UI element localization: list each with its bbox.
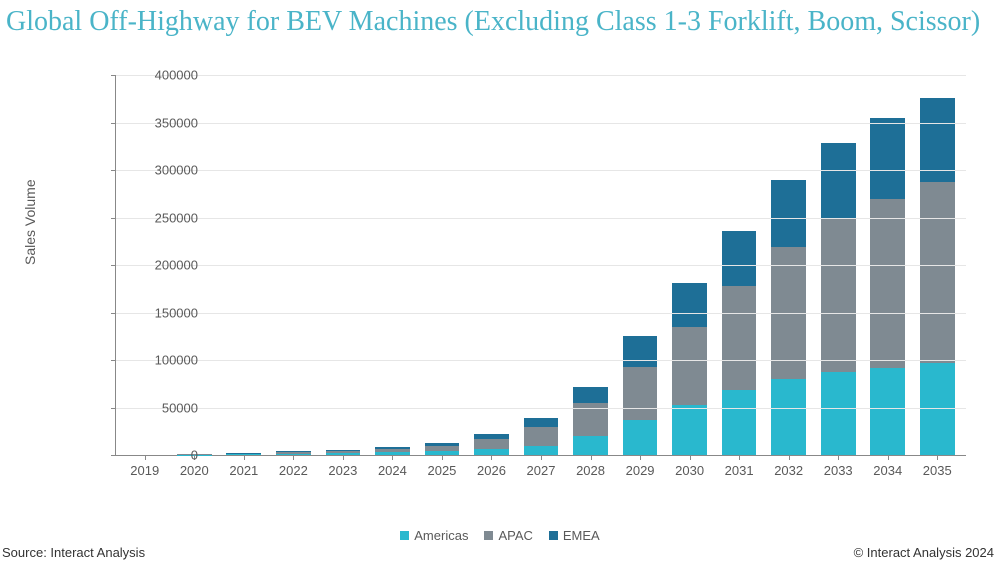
stacked-bar — [771, 180, 806, 455]
y-tick — [111, 313, 116, 314]
legend-item-emea: EMEA — [549, 528, 600, 543]
y-tick — [111, 170, 116, 171]
y-tick-label: 50000 — [123, 400, 198, 415]
y-tick-label: 400000 — [123, 68, 198, 83]
grid-line — [116, 265, 966, 266]
bar-segment-americas — [771, 379, 806, 455]
bar-segment-emea — [623, 336, 658, 366]
bar-segment-emea — [722, 231, 757, 286]
grid-line — [116, 408, 966, 409]
stacked-bar — [474, 434, 509, 455]
bar-segment-americas — [524, 446, 559, 455]
source-text: Source: Interact Analysis — [2, 545, 145, 560]
x-tick-label: 2028 — [566, 455, 616, 478]
bar-segment-apac — [821, 219, 856, 372]
bar-segment-emea — [573, 387, 608, 403]
x-tick-label: 2023 — [318, 455, 368, 478]
x-tick-label: 2027 — [516, 455, 566, 478]
bar-segment-emea — [821, 143, 856, 219]
x-tick-label: 2030 — [665, 455, 715, 478]
y-tick — [111, 408, 116, 409]
bar-segment-emea — [672, 283, 707, 327]
bar-segment-emea — [524, 418, 559, 427]
y-tick-label: 350000 — [123, 115, 198, 130]
x-tick-label: 2024 — [368, 455, 418, 478]
stacked-bar — [573, 387, 608, 455]
legend-swatch — [400, 531, 409, 540]
page-title: Global Off-Highway for BEV Machines (Exc… — [0, 0, 1000, 38]
legend-swatch — [549, 531, 558, 540]
y-tick — [111, 123, 116, 124]
stacked-bar — [672, 283, 707, 455]
bar-segment-americas — [623, 420, 658, 455]
grid-line — [116, 170, 966, 171]
x-tick-label: 2035 — [913, 455, 963, 478]
stacked-bar — [623, 336, 658, 455]
bar-segment-apac — [474, 439, 509, 449]
x-tick-label: 2026 — [467, 455, 517, 478]
bar-segment-americas — [573, 436, 608, 455]
bar-segment-apac — [722, 286, 757, 391]
stacked-bar — [870, 118, 905, 455]
bar-segment-americas — [722, 390, 757, 455]
x-tick-label: 2025 — [417, 455, 467, 478]
stacked-bar — [375, 447, 410, 455]
stacked-bar — [524, 418, 559, 456]
y-tick — [111, 75, 116, 76]
y-tick-label: 300000 — [123, 163, 198, 178]
legend-label: EMEA — [563, 528, 600, 543]
y-axis-title: Sales Volume — [22, 179, 38, 265]
x-tick-label: 2021 — [219, 455, 269, 478]
y-tick — [111, 218, 116, 219]
y-tick — [111, 265, 116, 266]
legend-label: APAC — [498, 528, 532, 543]
grid-line — [116, 313, 966, 314]
legend-item-apac: APAC — [484, 528, 532, 543]
x-tick-label: 2032 — [764, 455, 814, 478]
grid-line — [116, 360, 966, 361]
bar-segment-apac — [623, 367, 658, 420]
chart-container: Sales Volume 201920202021202220232024202… — [30, 55, 970, 495]
y-tick-label: 0 — [123, 448, 198, 463]
x-tick-label: 2029 — [615, 455, 665, 478]
copyright-text: © Interact Analysis 2024 — [854, 545, 994, 560]
bar-segment-apac — [672, 327, 707, 405]
stacked-bar — [920, 98, 955, 455]
grid-line — [116, 75, 966, 76]
bar-segment-apac — [524, 427, 559, 447]
y-tick-label: 200000 — [123, 258, 198, 273]
y-tick-label: 150000 — [123, 305, 198, 320]
plot-area: 2019202020212022202320242025202620272028… — [115, 75, 966, 456]
bar-segment-americas — [870, 368, 905, 455]
grid-line — [116, 218, 966, 219]
y-tick — [111, 360, 116, 361]
bar-segment-americas — [672, 405, 707, 455]
bar-segment-emea — [771, 180, 806, 247]
grid-line — [116, 123, 966, 124]
bar-segment-americas — [821, 372, 856, 455]
stacked-bar — [425, 443, 460, 455]
y-tick-label: 250000 — [123, 210, 198, 225]
legend-label: Americas — [414, 528, 468, 543]
bar-segment-apac — [920, 182, 955, 363]
bar-segment-americas — [920, 363, 955, 455]
y-tick — [111, 455, 116, 456]
legend-item-americas: Americas — [400, 528, 468, 543]
x-tick-label: 2031 — [714, 455, 764, 478]
legend-swatch — [484, 531, 493, 540]
legend: Americas APAC EMEA — [30, 528, 970, 543]
x-tick-label: 2022 — [269, 455, 319, 478]
bar-segment-emea — [870, 118, 905, 200]
x-tick-label: 2034 — [863, 455, 913, 478]
bar-segment-apac — [870, 199, 905, 367]
x-tick-label: 2033 — [813, 455, 863, 478]
y-tick-label: 100000 — [123, 353, 198, 368]
